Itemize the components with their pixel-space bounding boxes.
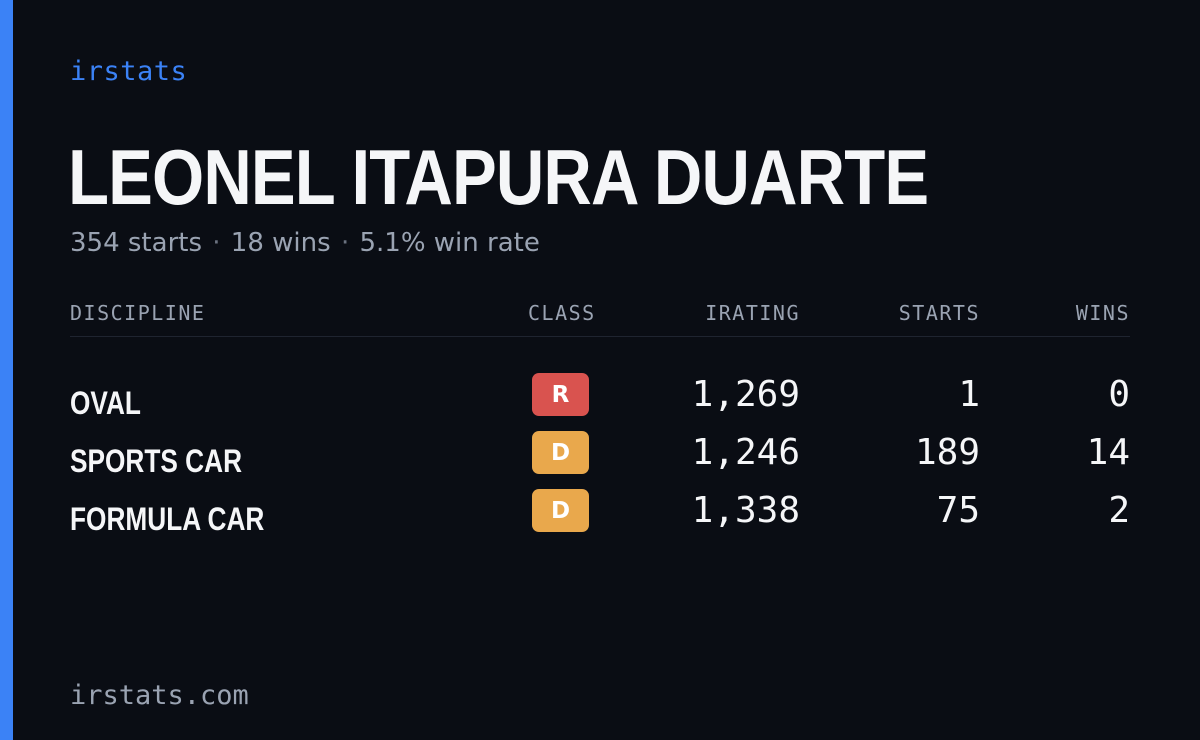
starts-value: 75 bbox=[936, 490, 980, 531]
stats-table: DISCIPLINE CLASS IRATING STARTS WINS OVA… bbox=[70, 300, 1130, 547]
discipline-name: FORMULA CAR bbox=[70, 501, 265, 537]
header-irating: IRATING bbox=[705, 301, 800, 325]
header-discipline: DISCIPLINE bbox=[70, 301, 206, 325]
table-header: DISCIPLINE CLASS IRATING STARTS WINS bbox=[70, 300, 1130, 337]
header-wins: WINS bbox=[1075, 301, 1130, 325]
header-class: CLASS bbox=[528, 301, 596, 325]
starts-count: 354 starts bbox=[70, 228, 202, 258]
irating-value: 1,246 bbox=[691, 432, 800, 473]
brand-logo[interactable]: irstats bbox=[70, 56, 188, 87]
class-badge: R bbox=[532, 373, 589, 416]
class-badge: D bbox=[532, 431, 589, 474]
separator: · bbox=[340, 228, 350, 258]
table-row: FORMULA CAR D 1,338 75 2 bbox=[70, 489, 1130, 547]
driver-summary: 354 starts · 18 wins · 5.1% win rate bbox=[70, 228, 540, 258]
wins-value: 0 bbox=[1108, 374, 1130, 415]
win-rate: 5.1% win rate bbox=[359, 228, 540, 258]
wins-value: 2 bbox=[1108, 490, 1130, 531]
discipline-name: OVAL bbox=[70, 385, 141, 421]
starts-value: 1 bbox=[958, 374, 980, 415]
table-row: SPORTS CAR D 1,246 189 14 bbox=[70, 431, 1130, 489]
accent-bar bbox=[0, 0, 13, 740]
footer-url[interactable]: irstats.com bbox=[70, 680, 249, 711]
header-starts: STARTS bbox=[898, 301, 980, 325]
wins-count: 18 wins bbox=[230, 228, 331, 258]
discipline-name: SPORTS CAR bbox=[70, 443, 243, 479]
starts-value: 189 bbox=[914, 432, 980, 473]
irating-value: 1,269 bbox=[691, 374, 800, 415]
driver-name: LEONEL ITAPURA DUARTE bbox=[68, 133, 929, 221]
class-badge: D bbox=[532, 489, 589, 532]
irating-value: 1,338 bbox=[691, 490, 800, 531]
separator: · bbox=[212, 228, 221, 258]
wins-value: 14 bbox=[1086, 432, 1130, 473]
table-body: OVAL R 1,269 1 0 SPORTS CAR D 1,246 189 … bbox=[70, 337, 1130, 547]
table-row: OVAL R 1,269 1 0 bbox=[70, 373, 1130, 431]
